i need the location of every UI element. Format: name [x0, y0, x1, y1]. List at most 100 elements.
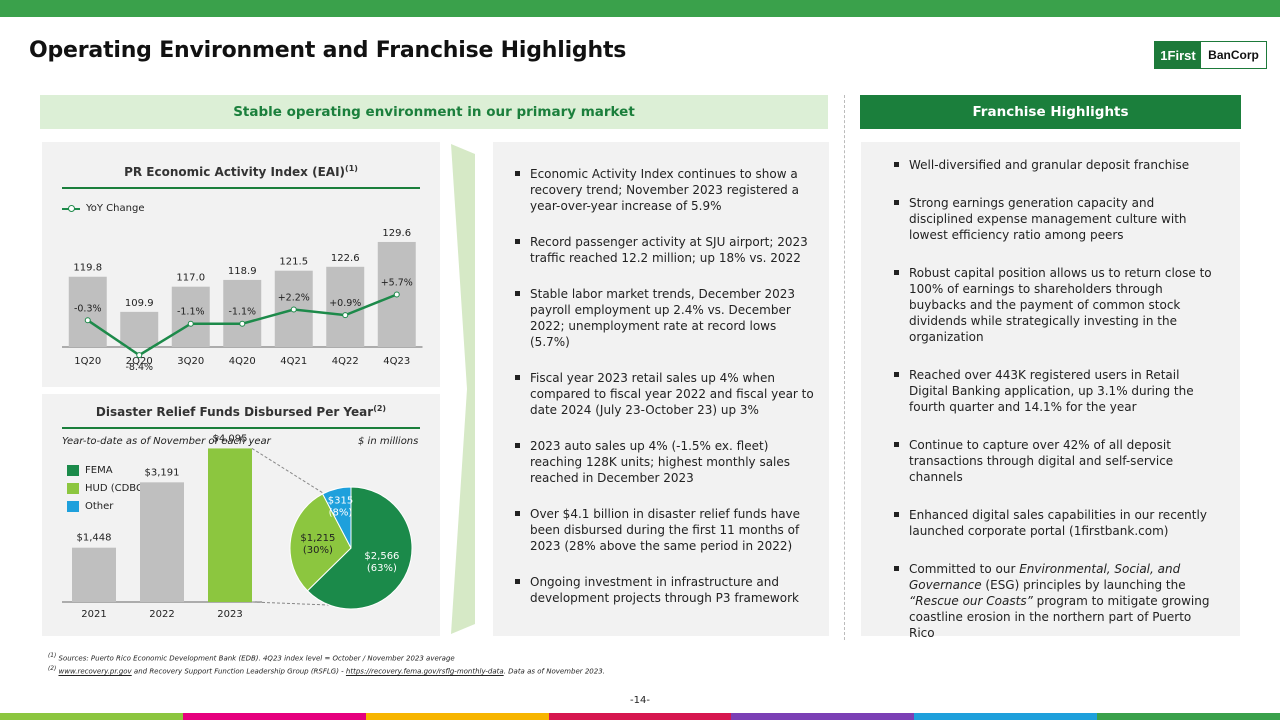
relief-bar-label: $4,095	[213, 433, 248, 444]
list-item: Enhanced digital sales capabilities in o…	[893, 507, 1215, 539]
list-item: Committed to our Environmental, Social, …	[893, 561, 1215, 641]
color-bar-segment	[0, 713, 183, 720]
footnote-1: (1) Sources: Puerto Rico Economic Develo…	[48, 653, 455, 663]
relief-units: $ in millions	[358, 436, 419, 447]
color-bar-segment	[548, 713, 732, 720]
color-bar-segment	[731, 713, 915, 720]
yoy-point	[239, 320, 246, 327]
list-item: Reached over 443K registered users in Re…	[893, 367, 1215, 415]
franchise-bullets: Well-diversified and granular deposit fr…	[893, 157, 1215, 663]
eai-x-tick-label: 4Q22	[332, 356, 359, 367]
pie-value-label: $1,215	[300, 533, 335, 544]
firstbancorp-logo: 1First BanCorp	[1154, 41, 1267, 69]
list-item: Robust capital position allows us to ret…	[893, 265, 1215, 345]
franchise-panel	[861, 142, 1240, 636]
yoy-point	[290, 306, 297, 313]
eai-bar	[120, 311, 159, 347]
eai-bar-label: 122.6	[331, 253, 360, 264]
list-item: Strong earnings generation capacity and …	[893, 195, 1215, 243]
list-item: Economic Activity Index continues to sho…	[514, 166, 814, 214]
yoy-label: +0.9%	[329, 298, 361, 309]
yoy-line-swatch	[62, 204, 80, 212]
logo-mark: 1First	[1155, 42, 1201, 68]
yoy-label: -0.3%	[74, 303, 102, 314]
section-divider	[844, 95, 845, 640]
relief-bar	[140, 482, 184, 602]
list-item: 2023 auto sales up 4% (-1.5% ex. fleet) …	[514, 438, 814, 486]
top-accent-bar	[0, 0, 1280, 17]
fema-swatch	[67, 465, 79, 476]
pie-connector-line	[251, 448, 324, 494]
relief-title-rule	[62, 427, 420, 429]
eai-x-tick-label: 4Q21	[280, 356, 307, 367]
logo-wordmark: BanCorp	[1201, 42, 1266, 68]
relief-bar-label: $1,448	[77, 533, 112, 544]
relief-legend-fema: FEMA	[67, 465, 113, 476]
eai-bar	[171, 286, 210, 347]
relief-x-tick-label: 2023	[217, 609, 242, 620]
other-swatch	[67, 501, 79, 512]
fema-rsflg-link[interactable]: https://recovery.fema.gov/rsflg-monthly-…	[345, 667, 504, 676]
eai-bar-label: 119.8	[73, 263, 102, 274]
list-item: Over $4.1 billion in disaster relief fun…	[514, 506, 814, 554]
list-item: Continue to capture over 42% of all depo…	[893, 437, 1215, 485]
color-bar-segment	[914, 713, 1098, 720]
hud-swatch	[67, 483, 79, 494]
relief-x-tick-label: 2022	[149, 609, 174, 620]
pie-slice	[306, 486, 413, 610]
yoy-point	[136, 352, 143, 359]
yoy-label: -1.1%	[228, 307, 256, 318]
eai-bar-label: 118.9	[228, 266, 257, 277]
yoy-point	[393, 291, 400, 298]
hud-legend-label: HUD (CDBG)	[85, 483, 148, 494]
eai-legend-label: YoY Change	[86, 203, 145, 214]
pie-value-label: $2,566	[364, 551, 399, 562]
relief-bar-pie-chart: $1,448 2021 $3,191 2022 $4,095 2023 $2,566(63%…	[62, 433, 413, 620]
pie-slice	[321, 486, 352, 549]
list-item: Record passenger activity at SJU airport…	[514, 234, 814, 266]
relief-bar	[72, 547, 116, 602]
chevron-arrow-icon	[451, 144, 475, 634]
market-commentary-panel	[493, 142, 829, 636]
eai-title-rule	[62, 187, 420, 189]
bottom-color-bar	[0, 713, 1280, 720]
eai-bar-label: 117.0	[176, 273, 205, 284]
fema-legend-label: FEMA	[85, 465, 113, 476]
yoy-label: +5.7%	[381, 277, 413, 288]
eai-bar	[223, 279, 262, 347]
page-title: Operating Environment and Franchise High…	[29, 38, 627, 63]
recovery-pr-link[interactable]: www.recovery.pr.gov	[58, 667, 132, 676]
other-legend-label: Other	[85, 501, 114, 512]
eai-chart-title: PR Economic Activity Index (EAI)(1)	[124, 164, 358, 179]
list-item: Ongoing investment in infrastructure and…	[514, 574, 814, 606]
pie-connector-line	[251, 601, 330, 606]
pie-percent-label: (8%)	[329, 507, 353, 518]
list-item: Well-diversified and granular deposit fr…	[893, 157, 1215, 173]
yoy-label: +2.2%	[278, 293, 310, 304]
pie-percent-label: (63%)	[367, 563, 397, 574]
yoy-label: -8.4%	[125, 362, 153, 373]
list-item: Fiscal year 2023 retail sales up 4% when…	[514, 370, 814, 418]
footnote-2: (2) www.recovery.pr.gov and Recovery Sup…	[48, 666, 605, 676]
yoy-point	[187, 320, 194, 327]
color-bar-segment	[1097, 713, 1280, 720]
eai-x-tick-label: 1Q20	[74, 356, 101, 367]
relief-chart-title: Disaster Relief Funds Disbursed Per Year…	[95, 404, 387, 419]
pie-slice	[289, 493, 352, 592]
franchise-highlights-banner: Franchise Highlights	[860, 95, 1241, 129]
yoy-point	[342, 312, 349, 319]
list-item: Stable labor market trends, December 202…	[514, 286, 814, 350]
relief-legend-other: Other	[67, 501, 113, 512]
relief-bar-label: $3,191	[145, 467, 180, 478]
eai-bar	[326, 266, 365, 347]
eai-bar-label: 109.9	[125, 298, 154, 309]
eai-bar-label: 129.6	[382, 228, 411, 239]
yoy-label: -1.1%	[177, 307, 205, 318]
relief-subtitle: Year-to-date as of November of each year	[62, 436, 271, 447]
color-bar-segment	[182, 713, 366, 720]
eai-x-tick-label: 2Q20	[126, 356, 153, 367]
pie-percent-label: (30%)	[303, 545, 333, 556]
eai-bar-label: 121.5	[279, 257, 308, 268]
yoy-point	[84, 317, 91, 324]
color-bar-segment	[365, 713, 549, 720]
